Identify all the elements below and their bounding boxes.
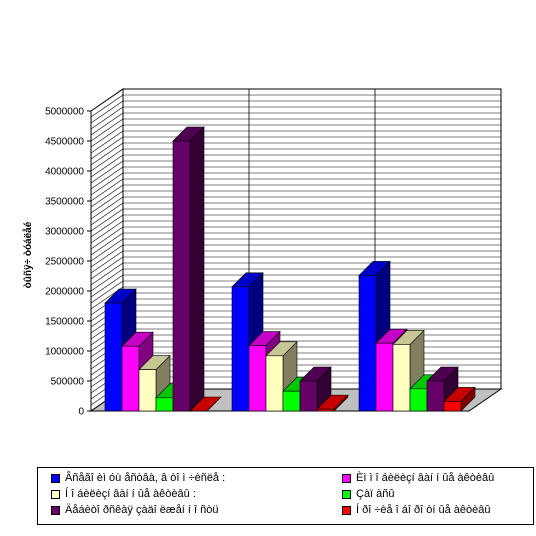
bar	[443, 386, 476, 412]
bar-front	[409, 388, 428, 412]
legend-swatch	[51, 505, 60, 515]
gridline-side	[90, 250, 124, 274]
gridline-side	[90, 184, 124, 208]
gridline-side	[90, 124, 124, 148]
legend-item: Äåáèòî ðñêàÿ çàäî ëæåí í î ñòü	[51, 504, 219, 516]
y-tick-label: 3000000	[45, 227, 84, 238]
gridline-side	[90, 142, 124, 166]
bar-front	[265, 355, 284, 412]
gridline-side	[90, 154, 124, 178]
legend-swatch	[51, 489, 60, 499]
bar-front	[121, 345, 140, 412]
bar-front	[282, 390, 301, 412]
gridline-side	[90, 238, 124, 262]
legend-label: Äåáèòî ðñêàÿ çàäî ëæåí í î ñòü	[65, 504, 219, 516]
gridline-side	[90, 148, 124, 172]
legend-label: Èì ì î áèëèçí âàí í ûå àêòèâû	[356, 472, 495, 484]
legend-item: Èì ì î áèëèçí âàí í ûå àêòèâû	[342, 472, 494, 484]
gridline-side	[90, 106, 124, 130]
gridline-side	[90, 274, 124, 298]
bar-side	[189, 126, 205, 412]
y-tick-label: 1000000	[45, 347, 84, 358]
gridline-side	[90, 262, 124, 286]
legend-label: Í ðî ÷èå î áî ðî òí ûå àêòèâû	[356, 504, 491, 516]
legend-item: Âñåãî èì óù åñòâà, â òî ì ÷èñëå :	[51, 472, 225, 484]
bar-front	[316, 408, 335, 412]
y-tick-label: 4000000	[45, 167, 84, 178]
gridline-side	[90, 220, 124, 244]
legend-label: Çàï àñû	[356, 488, 395, 500]
bar-front	[358, 275, 377, 412]
bar-front	[426, 380, 445, 412]
gridline-side	[90, 112, 124, 136]
y-tick-label: 3500000	[45, 197, 84, 208]
y-tick-label: 1500000	[45, 317, 84, 328]
bar	[316, 394, 349, 412]
gridline-side	[90, 244, 124, 268]
y-tick-label: 0	[78, 407, 84, 418]
gridline-side	[90, 172, 124, 196]
gridline-side	[90, 256, 124, 280]
gridline-side	[90, 160, 124, 184]
bar-front	[172, 140, 191, 412]
legend-label: Í î áèëèçí âàí í ûå àêòèâû :	[65, 488, 196, 500]
gridline-side	[90, 226, 124, 250]
gridline-side	[90, 202, 124, 226]
y-tick-label: 2500000	[45, 257, 84, 268]
y-tick-label: 5000000	[45, 107, 84, 118]
y-tick-label: 4500000	[45, 137, 84, 148]
legend-swatch	[342, 505, 351, 515]
bar-front	[443, 401, 462, 412]
gridline-side	[90, 268, 124, 292]
bar	[172, 126, 205, 412]
legend-swatch	[342, 489, 351, 499]
gridline-side	[90, 100, 124, 124]
bar-front	[299, 380, 318, 412]
gridline-side	[90, 88, 124, 112]
gridline-side	[90, 118, 124, 142]
gridline-side	[90, 136, 124, 160]
gridline-side	[90, 94, 124, 118]
bar-front	[104, 302, 123, 412]
legend: Âñåãî èì óù åñòâà, â òî ì ÷èñëå : Èì ì î …	[37, 467, 534, 525]
bar-front	[392, 344, 411, 412]
bar-front	[248, 345, 267, 412]
gridline-side	[90, 166, 124, 190]
gridline-side	[90, 214, 124, 238]
gridline-side	[90, 130, 124, 154]
legend-label: Âñåãî èì óù åñòâà, â òî ì ÷èñëå :	[65, 472, 226, 484]
legend-item: Í ðî ÷èå î áî ðî òí ûå àêòèâû	[342, 504, 490, 516]
bar-front	[138, 369, 157, 412]
legend-swatch	[342, 473, 351, 483]
gridline-side	[90, 196, 124, 220]
value-axis: 0 500000 1000000 1500000 2000000 2500000 30000…	[45, 107, 92, 418]
gridline-side	[90, 280, 124, 304]
legend-swatch	[51, 473, 60, 483]
gridline-side	[90, 232, 124, 256]
y-tick-label: 2000000	[45, 287, 84, 298]
gridline-side	[90, 190, 124, 214]
gridline-side	[90, 208, 124, 232]
legend-item: Í î áèëèçí âàí í ûå àêòèâû :	[51, 488, 196, 500]
y-axis-title: òûñÿ÷ òóáëåé	[22, 221, 34, 288]
bar-front	[375, 342, 394, 412]
bar	[189, 396, 222, 412]
legend-item: Çàï àñû	[342, 488, 395, 500]
bar-front	[231, 286, 250, 412]
y-tick-label: 500000	[51, 377, 85, 388]
bar-front	[155, 397, 174, 412]
gridline-side	[90, 178, 124, 202]
bar-group	[104, 126, 476, 412]
